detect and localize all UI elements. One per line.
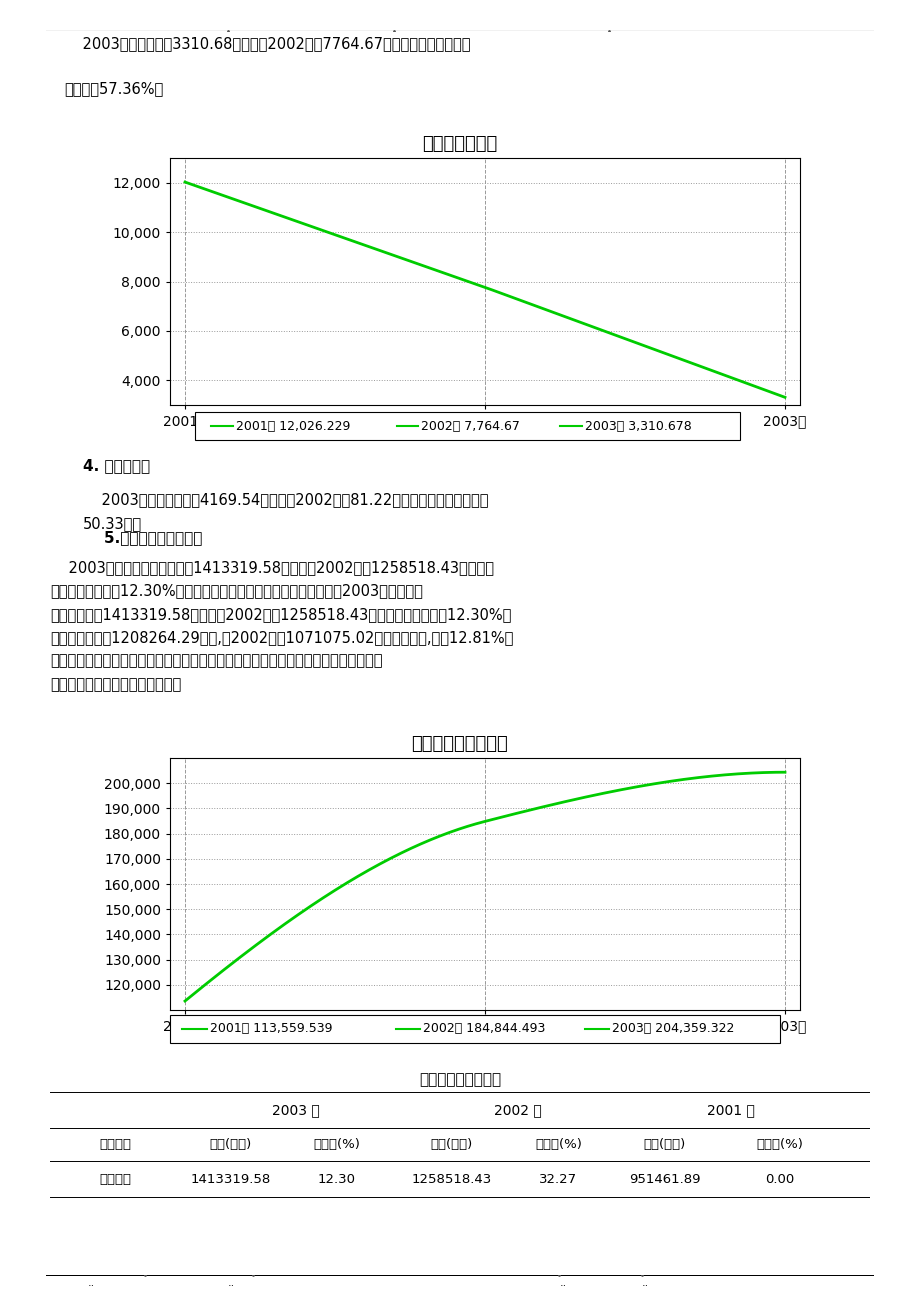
Text: ..: .. — [87, 1279, 95, 1288]
Text: 2001 年: 2001 年 — [706, 1103, 754, 1117]
Text: 2003年 204,359.322: 2003年 204,359.322 — [611, 1022, 734, 1035]
Text: 2003年 3,310.678: 2003年 3,310.678 — [584, 419, 691, 432]
Text: 2003年营业外利润为4169.54万元，与2002年的81.22万元相比成倍增长，增长
50.33倍。: 2003年营业外利润为4169.54万元，与2002年的81.22万元相比成倍增… — [83, 492, 488, 531]
Text: 项目名称: 项目名称 — [99, 1138, 131, 1151]
Text: 2002 年: 2002 年 — [493, 1103, 540, 1117]
Text: 2002年 7,764.67: 2002年 7,764.67 — [421, 419, 519, 432]
Text: 数值(万元): 数值(万元) — [643, 1138, 686, 1151]
Text: 增长率(%): 增长率(%) — [534, 1138, 581, 1151]
Text: 0.00: 0.00 — [765, 1173, 794, 1186]
Text: 2003年主营业务收入净额为1413319.58万元，与2002年的1258518.43万元相比
有较大增长，增长12.30%。从主营业务收入和成本的变化情况来: 2003年主营业务收入净额为1413319.58万元，与2002年的125851… — [50, 560, 513, 691]
Text: ..: .. — [228, 1279, 235, 1288]
Text: 4. 营业外利润: 4. 营业外利润 — [83, 458, 150, 473]
Text: 数值(万元): 数值(万元) — [430, 1138, 472, 1151]
Text: 2002年 184,844.493: 2002年 184,844.493 — [423, 1022, 545, 1035]
FancyBboxPatch shape — [170, 1016, 779, 1043]
Text: 实现利润增减情况表: 实现利润增减情况表 — [418, 1073, 501, 1087]
Text: 降，下降57.36%。: 降，下降57.36%。 — [64, 82, 164, 96]
Text: 增长率(%): 增长率(%) — [755, 1138, 802, 1151]
Text: 1258518.43: 1258518.43 — [411, 1173, 492, 1186]
Text: ..: .. — [559, 1279, 566, 1288]
Text: 2001年 113,559.539: 2001年 113,559.539 — [210, 1022, 332, 1035]
Text: 增长率(%): 增长率(%) — [313, 1138, 360, 1151]
Text: 主营业务利润变化图: 主营业务利润变化图 — [411, 736, 508, 753]
Text: 销售收入: 销售收入 — [99, 1173, 131, 1186]
Text: 5.主营业务的盈利能力: 5.主营业务的盈利能力 — [83, 530, 202, 546]
Text: 1413319.58: 1413319.58 — [190, 1173, 270, 1186]
Text: 2003年投资收益为3310.68万元，与2002年的7764.67万元相比有较大幅度下: 2003年投资收益为3310.68万元，与2002年的7764.67万元相比有较… — [64, 36, 471, 52]
Text: 951461.89: 951461.89 — [629, 1173, 700, 1186]
Text: 12.30: 12.30 — [318, 1173, 356, 1186]
Text: 2003 年: 2003 年 — [272, 1103, 320, 1117]
Text: ..: .. — [641, 1279, 649, 1288]
Text: 32.27: 32.27 — [539, 1173, 577, 1186]
FancyBboxPatch shape — [195, 411, 739, 440]
Text: 投资收益变化图: 投资收益变化图 — [422, 135, 497, 154]
Text: 数值(万元): 数值(万元) — [209, 1138, 251, 1151]
Text: 2001年 12,026.229: 2001年 12,026.229 — [235, 419, 350, 432]
